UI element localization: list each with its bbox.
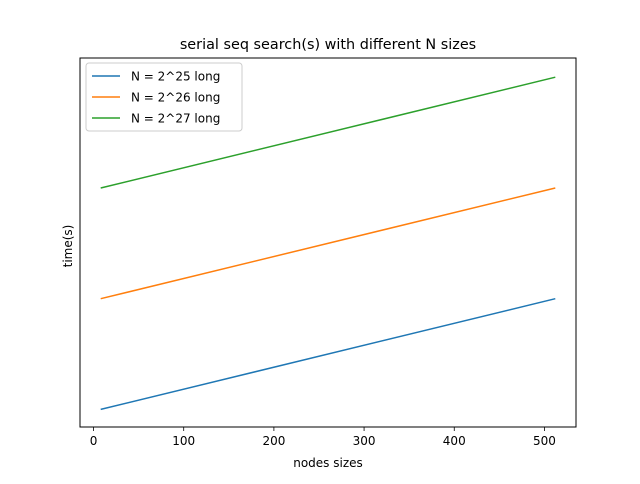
y-axis-label: time(s) xyxy=(61,225,75,268)
plot-frame xyxy=(79,57,577,428)
x-tick-label: 0 xyxy=(90,434,98,448)
x-axis: 0 100 200 300 400 500 xyxy=(90,427,556,448)
legend-label-2: N = 2^26 long xyxy=(131,91,220,105)
x-tick-label: 100 xyxy=(172,434,195,448)
plot-content xyxy=(100,76,556,411)
series-line-2 xyxy=(100,187,556,300)
series-line-1 xyxy=(100,297,556,411)
x-axis-label: nodes sizes xyxy=(293,456,363,470)
x-tick-label: 300 xyxy=(353,434,376,448)
legend: N = 2^25 long N = 2^26 long N = 2^27 long xyxy=(85,62,243,132)
chart-title: serial seq search(s) with different N si… xyxy=(180,37,476,53)
series-line-3 xyxy=(100,76,556,189)
legend-box xyxy=(85,62,243,132)
x-tick-label: 500 xyxy=(533,434,556,448)
x-tick-label: 200 xyxy=(262,434,285,448)
legend-label-1: N = 2^25 long xyxy=(131,70,220,84)
legend-label-3: N = 2^27 long xyxy=(131,112,220,126)
x-tick-label: 400 xyxy=(443,434,466,448)
